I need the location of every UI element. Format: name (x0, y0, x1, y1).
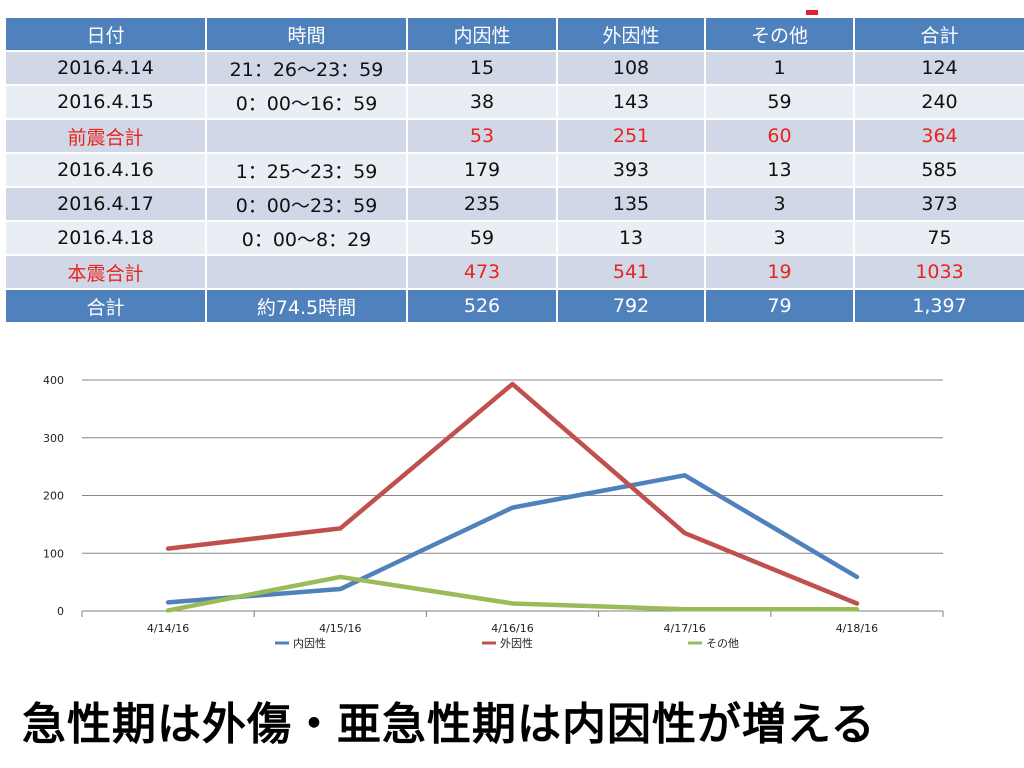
header-other: その他 (704, 16, 855, 52)
data-point (855, 575, 859, 579)
cell-total: 373 (853, 186, 1024, 222)
series-line (165, 473, 860, 605)
cell-external: 251 (556, 118, 706, 154)
header-time: 時間 (205, 16, 408, 52)
subtotal-row-mainshock: 本震合計 473 541 19 1033 (4, 254, 1024, 290)
header-total: 合計 (853, 16, 1024, 52)
legend-label: 外因性 (500, 636, 533, 650)
cell-external: 135 (556, 186, 706, 222)
cell-total: 1,397 (853, 288, 1024, 324)
cell-external: 13 (556, 220, 706, 256)
cell-total: 124 (853, 50, 1024, 86)
cell-date: 2016.4.17 (4, 186, 207, 222)
line-chart: 0 100 200 300 400 4/14/16 4/15/16 4/16/16 4/17/1… (43, 374, 944, 650)
cell-total: 585 (853, 152, 1024, 188)
cell-other: 13 (704, 152, 855, 188)
data-point (166, 600, 170, 604)
table-row: 2016.4.17 0：00〜23：59 235 135 3 373 (4, 186, 1024, 222)
cell-time: 21：26〜23：59 (205, 50, 408, 86)
cell-other: 59 (704, 84, 855, 120)
cell-time: 1：25〜23：59 (205, 152, 408, 188)
cell-other: 19 (704, 254, 855, 290)
cell-internal: 59 (406, 220, 558, 256)
data-point (166, 608, 170, 612)
table-row: 2016.4.15 0：00〜16：59 38 143 59 240 (4, 84, 1024, 120)
cell-time: 約74.5時間 (205, 288, 408, 324)
x-tick-label: 4/17/16 (663, 622, 705, 635)
cell-internal: 235 (406, 186, 558, 222)
cell-internal: 473 (406, 254, 558, 290)
cell-other: 1 (704, 50, 855, 86)
y-tick-label: 0 (57, 605, 64, 618)
cell-date: 本震合計 (4, 254, 207, 290)
table-row: 2016.4.14 21：26〜23：59 15 108 1 124 (4, 50, 1024, 86)
header-internal: 内因性 (406, 16, 558, 52)
cell-internal: 15 (406, 50, 558, 86)
cell-date: 2016.4.14 (4, 50, 207, 86)
cell-time: 0：00〜8：29 (205, 220, 408, 256)
cell-time: 0：00〜16：59 (205, 84, 408, 120)
cell-total: 240 (853, 84, 1024, 120)
header-date: 日付 (4, 16, 207, 52)
data-point (338, 587, 342, 591)
data-point (683, 473, 687, 477)
cell-date: 2016.4.15 (4, 84, 207, 120)
legend-label: その他 (706, 637, 739, 650)
cell-internal: 526 (406, 288, 558, 324)
cell-time: 0：00〜23：59 (205, 186, 408, 222)
cell-external: 541 (556, 254, 706, 290)
x-tick-label: 4/16/16 (491, 622, 533, 635)
table-row: 2016.4.16 1：25〜23：59 179 393 13 585 (4, 152, 1024, 188)
data-point (338, 575, 342, 579)
x-tick-label: 4/15/16 (319, 622, 361, 635)
x-tick-label: 4/14/16 (147, 622, 189, 635)
casualty-table: 日付 時間 内因性 外因性 その他 合計 2016.4.14 21：26〜23：… (4, 16, 1024, 324)
cell-external: 143 (556, 84, 706, 120)
data-point (855, 601, 859, 605)
subtotal-row-foreshock: 前震合計 53 251 60 364 (4, 118, 1024, 154)
cell-other: 79 (704, 288, 855, 324)
cell-external: 792 (556, 288, 706, 324)
data-point (166, 547, 170, 551)
y-tick-label: 100 (43, 547, 64, 560)
series-line (165, 381, 860, 606)
cell-time (205, 254, 408, 290)
cell-external: 393 (556, 152, 706, 188)
data-point (511, 382, 514, 386)
cell-total: 364 (853, 118, 1024, 154)
data-point (338, 526, 342, 530)
headline: 急性期は外傷・亜急性期は内因性が増える (22, 699, 876, 750)
cell-total: 75 (853, 220, 1024, 256)
header-external: 外因性 (556, 16, 706, 52)
red-marker (806, 10, 818, 15)
data-point (683, 607, 687, 611)
cell-date: 合計 (4, 288, 207, 324)
cell-internal: 53 (406, 118, 558, 154)
data-point (511, 506, 514, 510)
y-tick-label: 300 (43, 432, 64, 445)
cell-internal: 179 (406, 152, 558, 188)
y-tick-label: 400 (43, 374, 64, 387)
table-row: 2016.4.18 0：00〜8：29 59 13 3 75 (4, 220, 1024, 256)
x-tick-label: 4/18/16 (836, 622, 878, 635)
table-header-row: 日付 時間 内因性 外因性 その他 合計 (4, 16, 1024, 52)
data-point (511, 601, 514, 605)
total-row: 合計 約74.5時間 526 792 79 1,397 (4, 288, 1024, 324)
cell-other: 60 (704, 118, 855, 154)
cell-internal: 38 (406, 84, 558, 120)
cell-external: 108 (556, 50, 706, 86)
cell-date: 2016.4.16 (4, 152, 207, 188)
y-tick-label: 200 (43, 490, 64, 503)
data-point (855, 607, 859, 611)
cell-total: 1033 (853, 254, 1024, 290)
cell-time (205, 118, 408, 154)
legend-label: 内因性 (293, 636, 326, 650)
cell-date: 前震合計 (4, 118, 207, 154)
data-point (683, 531, 687, 535)
cell-other: 3 (704, 220, 855, 256)
cell-other: 3 (704, 186, 855, 222)
cell-date: 2016.4.18 (4, 220, 207, 256)
